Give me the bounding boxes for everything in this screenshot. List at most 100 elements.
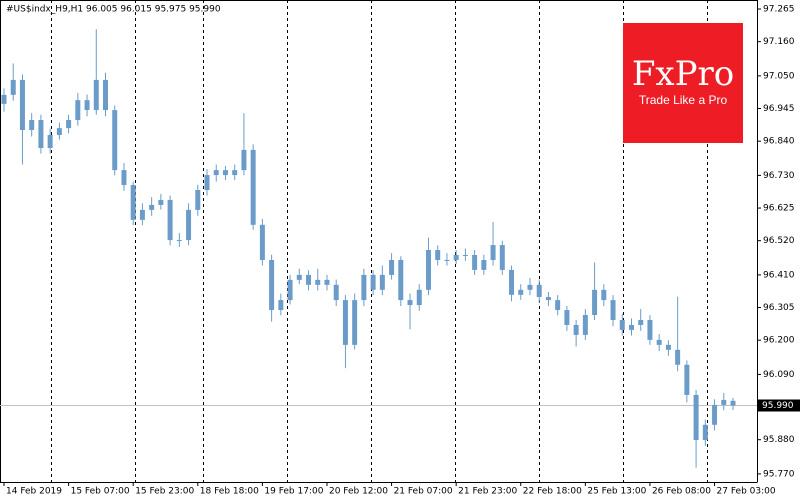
candle-body (149, 204, 155, 210)
y-tick-label: 96.200 (763, 336, 795, 346)
candle-body (139, 209, 145, 220)
x-tick-label: 21 Feb 07:00 (394, 487, 453, 497)
candle-body (444, 259, 450, 261)
y-tick-label: 96.840 (763, 137, 795, 147)
candle-body (306, 274, 312, 285)
candle-body (75, 100, 81, 121)
candle-body (361, 274, 367, 301)
candle-body (453, 254, 459, 260)
candle-body (592, 289, 598, 316)
candle-body (527, 284, 533, 290)
candle-body (573, 324, 579, 335)
current-price-box (758, 399, 800, 412)
candle-body (702, 424, 708, 441)
candle-body (656, 339, 662, 345)
candle-body (398, 259, 404, 301)
x-tick-label: 15 Feb 07:00 (71, 487, 130, 497)
y-tick-label: 95.880 (763, 435, 795, 445)
candle-body (213, 170, 219, 176)
candle-body (435, 250, 441, 260)
candle-body (232, 170, 238, 176)
candle-body (56, 128, 62, 135)
y-tick-label: 96.305 (763, 303, 795, 313)
x-tick-label: 19 Feb 17:00 (264, 487, 323, 497)
y-tick-label: 97.160 (763, 37, 795, 47)
x-tick-label: 15 Feb 23:00 (135, 487, 194, 497)
candle-body (29, 120, 35, 130)
candle-body (158, 199, 164, 205)
candle-body (241, 149, 247, 171)
candle-body (1, 94, 7, 104)
candle-body (684, 364, 690, 395)
candle-body (518, 289, 524, 295)
x-tick-label: 14 Feb 2019 (6, 487, 62, 497)
y-tick-label: 96.520 (763, 236, 795, 246)
candle-body (425, 250, 431, 290)
candle-body (269, 259, 275, 311)
x-tick-label: 20 Feb 12:00 (329, 487, 388, 497)
candle-body (38, 120, 44, 149)
candle-body (66, 120, 72, 129)
candle-body (333, 284, 339, 301)
current-price-label: 95.990 (762, 401, 794, 411)
y-tick-label: 95.770 (763, 469, 795, 479)
candle-body (121, 170, 127, 186)
candle-body (287, 279, 293, 301)
x-tick-label: 25 Feb 13:00 (587, 487, 646, 497)
candle-body (647, 319, 653, 340)
candle-body (103, 79, 109, 111)
chart-title: #US$indx_H9,H1 96.005 96.015 95.975 95.9… (6, 5, 221, 15)
x-tick-label: 22 Feb 18:00 (523, 487, 582, 497)
candle-body (379, 274, 385, 290)
candle-body (545, 296, 551, 301)
candle-body (389, 259, 395, 275)
candle-body (555, 300, 561, 311)
candle-body (675, 349, 681, 365)
candle-body (315, 279, 321, 285)
candle-body (721, 399, 727, 405)
candle-body (176, 240, 182, 242)
candle-body (204, 175, 210, 191)
logo-box (623, 23, 743, 143)
candle-body (112, 110, 118, 171)
candle-body (342, 300, 348, 345)
y-tick-label: 96.090 (763, 370, 795, 380)
y-tick-label: 96.730 (763, 171, 795, 181)
candle-body (407, 300, 413, 306)
candle-body (490, 245, 496, 260)
candle-body (693, 394, 699, 441)
candle-body (610, 300, 616, 320)
y-tick-label: 96.625 (763, 204, 795, 214)
candle-body (665, 344, 671, 350)
y-tick-label: 97.265 (763, 5, 795, 15)
candle-body (47, 134, 53, 149)
candle-body (481, 259, 487, 270)
candle-body (536, 284, 542, 297)
candle-body (93, 79, 99, 111)
logo-brand: FxPro (632, 54, 734, 94)
x-tick-label: 21 Feb 23:00 (458, 487, 517, 497)
candle-body (167, 199, 173, 241)
candle-body (509, 269, 515, 295)
candle-body (352, 300, 358, 345)
y-tick-label: 96.410 (763, 270, 795, 280)
candle-body (712, 404, 718, 425)
candle-body (195, 190, 201, 210)
candle-body (186, 209, 192, 241)
candle-body (222, 170, 228, 176)
candle-body (564, 310, 570, 325)
x-tick-label: 27 Feb 03:00 (717, 487, 776, 497)
candle-body (499, 245, 505, 270)
candle-body (10, 79, 16, 95)
candle-body (296, 274, 302, 280)
logo-tagline: Trade Like a Pro (639, 93, 728, 107)
x-tick-label: 26 Feb 08:00 (652, 487, 711, 497)
candle-body (84, 100, 90, 111)
candle-body (472, 254, 478, 270)
candle-body (628, 324, 634, 330)
candle-body (278, 300, 284, 311)
candle-body (19, 79, 25, 130)
y-tick-label: 97.050 (763, 71, 795, 81)
candle-body (370, 274, 376, 290)
